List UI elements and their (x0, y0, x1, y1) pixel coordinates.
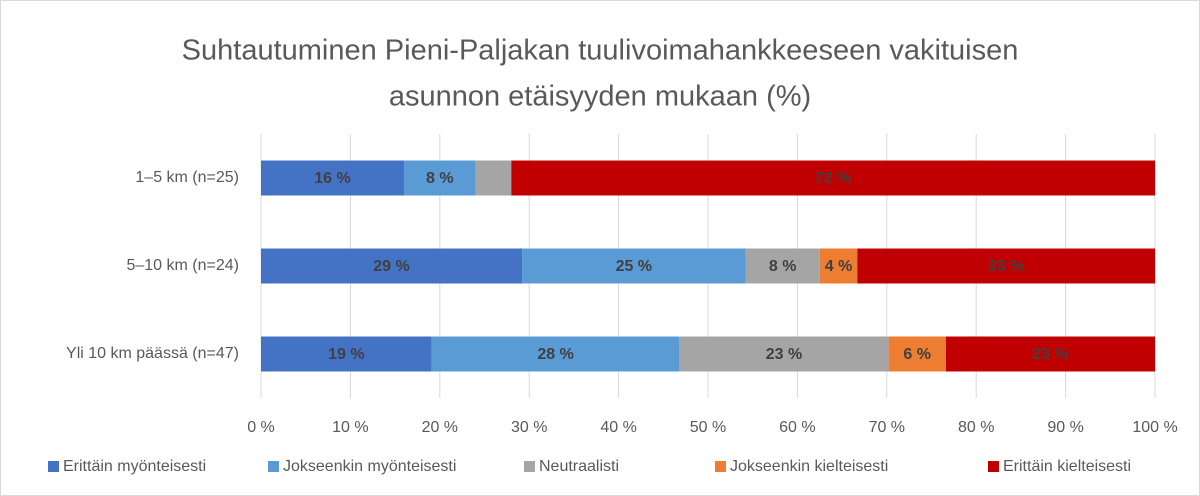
bar-segment (857, 248, 1155, 284)
data-label: 72 % (815, 170, 851, 187)
legend-swatch (268, 461, 279, 472)
legend-label: Jokseenkin myönteisesti (283, 458, 456, 475)
bar-segment (475, 160, 512, 196)
bar-segment (261, 336, 432, 372)
x-tick-label: 70 % (869, 419, 905, 436)
data-label: 25 % (616, 258, 652, 275)
bar-segment (431, 336, 680, 372)
legend-label: Jokseenkin kielteisesti (730, 458, 888, 475)
legend-label: Neutraalisti (539, 458, 619, 475)
y-tick-label: 5–10 km (n=24) (126, 257, 239, 274)
legend-swatch (988, 461, 999, 472)
data-label: 4 % (825, 258, 853, 275)
bar-segment (679, 336, 889, 372)
x-tick-label: 30 % (511, 419, 547, 436)
data-label: 33 % (988, 258, 1024, 275)
bar-segment (522, 248, 746, 284)
x-tick-label: 80 % (958, 419, 994, 436)
legend-swatch (715, 461, 726, 472)
bar-segment (261, 248, 523, 284)
x-tick-label: 40 % (600, 419, 636, 436)
data-label: 6 % (903, 346, 931, 363)
legend-swatch (48, 461, 59, 472)
y-tick-label: Yli 10 km päässä (n=47) (66, 345, 239, 362)
bar-segment (888, 336, 946, 372)
x-tick-label: 10 % (332, 419, 368, 436)
x-tick-label: 100 % (1132, 419, 1177, 436)
x-tick-label: 90 % (1047, 419, 1083, 436)
bar-segment (261, 160, 405, 196)
y-tick-label: 1–5 km (n=25) (135, 169, 239, 186)
data-label: 28 % (537, 346, 573, 363)
legend-label: Erittäin kielteisesti (1003, 458, 1131, 475)
x-tick-label: 50 % (690, 419, 726, 436)
x-tick-label: 0 % (247, 419, 275, 436)
legend-label: Erittäin myönteisesti (63, 458, 206, 475)
bar-segment (745, 248, 820, 284)
bar-segment (945, 336, 1155, 372)
legend-swatch (524, 461, 535, 472)
data-label: 19 % (328, 346, 364, 363)
data-label: 23 % (766, 346, 802, 363)
data-label: 23 % (1032, 346, 1068, 363)
data-label: 8 % (769, 258, 797, 275)
bar-segment (819, 248, 858, 284)
x-tick-label: 20 % (422, 419, 458, 436)
chart-title: Suhtautuminen Pieni-Paljakan tuulivoimah… (182, 35, 1019, 67)
bar-segment (511, 160, 1155, 196)
bar-segment (404, 160, 476, 196)
data-label: 16 % (314, 170, 350, 187)
chart-title: asunnon etäisyyden mukaan (%) (389, 81, 811, 113)
data-label: 29 % (373, 258, 409, 275)
x-tick-label: 60 % (779, 419, 815, 436)
data-label: 8 % (426, 170, 454, 187)
